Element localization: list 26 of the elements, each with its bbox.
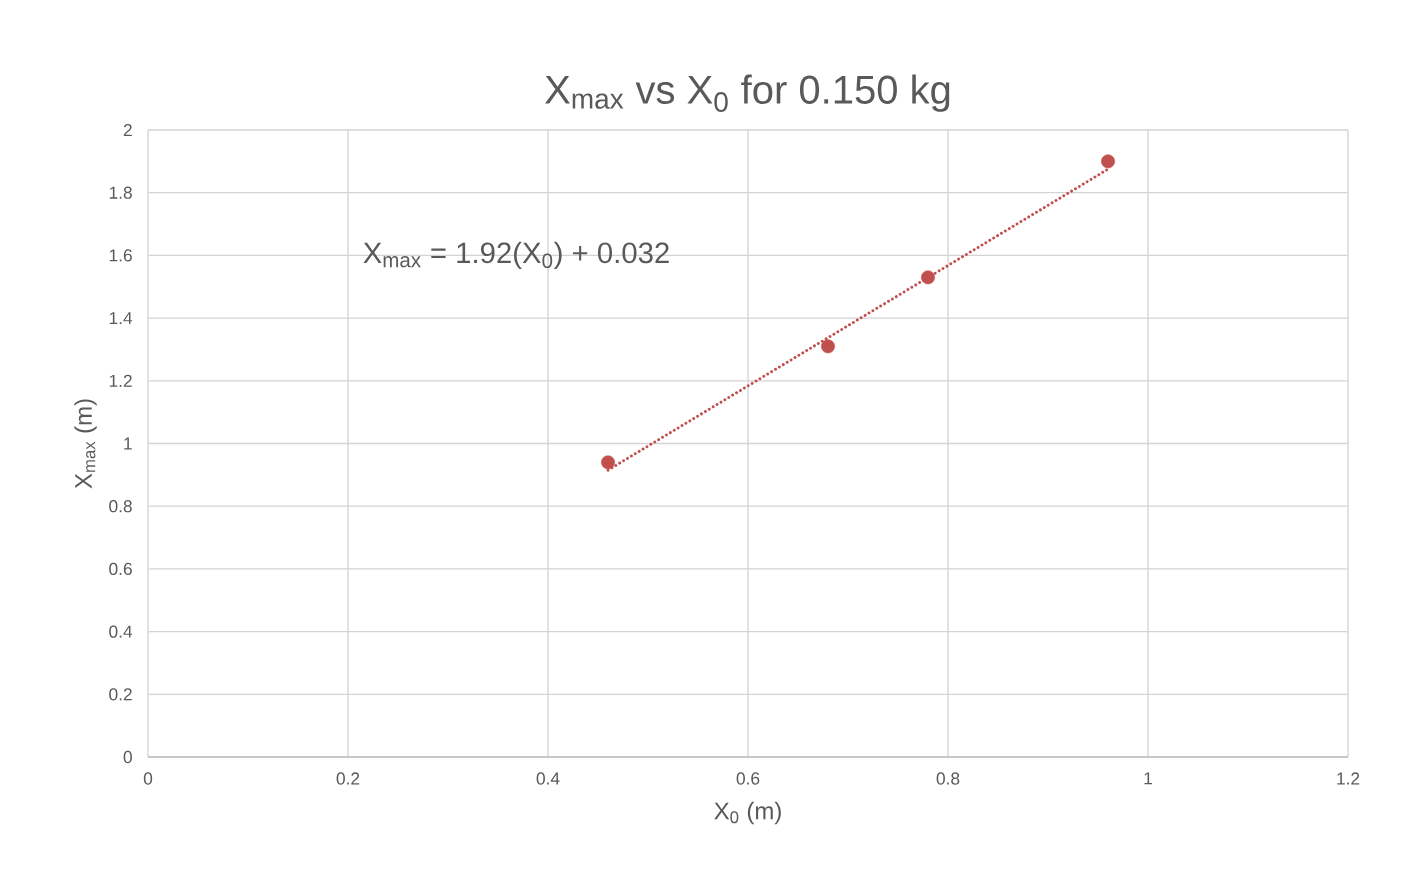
y-tick-label: 0.6 [109, 562, 132, 576]
point [601, 455, 615, 470]
y-tick-label: 1.4 [109, 312, 133, 325]
y-tick-label: 0.2 [109, 688, 132, 701]
point [921, 270, 935, 285]
annotation: X$_{max}$ = 1.92(X$_{0}$) + 0.032 [363, 241, 669, 270]
y-tick-label: 1 [124, 437, 132, 450]
y-tick-label: 2 [123, 123, 132, 137]
x-tick-label: 1 [1144, 772, 1152, 785]
y-tick-label: 0.4 [109, 625, 133, 638]
x-tick-label: 0.6 [736, 772, 760, 785]
x-tick-label: 0.4 [536, 772, 560, 785]
y-tick-label: 0 [123, 750, 132, 764]
x-tick-label: 0.8 [936, 772, 960, 785]
x-axis-title: X$_{0}$ (m) [714, 801, 781, 825]
y-tick-label: 0.8 [109, 500, 132, 513]
y-tick-label: 1.8 [109, 186, 132, 199]
y-tick-label: 1.6 [109, 249, 132, 262]
chart-title: X$_{max}$ vs X$_{0}$ for 0.150 kg [545, 74, 950, 112]
point [1101, 154, 1115, 169]
x-tick-label: 0.2 [336, 772, 360, 785]
point [821, 339, 835, 354]
x-tick-label: 1.2 [1337, 772, 1360, 785]
y-axis-title: X$_{max}$ (m) [74, 399, 97, 489]
y-tick-label: 1.2 [109, 374, 132, 387]
x-tick-label: 0 [143, 772, 153, 785]
